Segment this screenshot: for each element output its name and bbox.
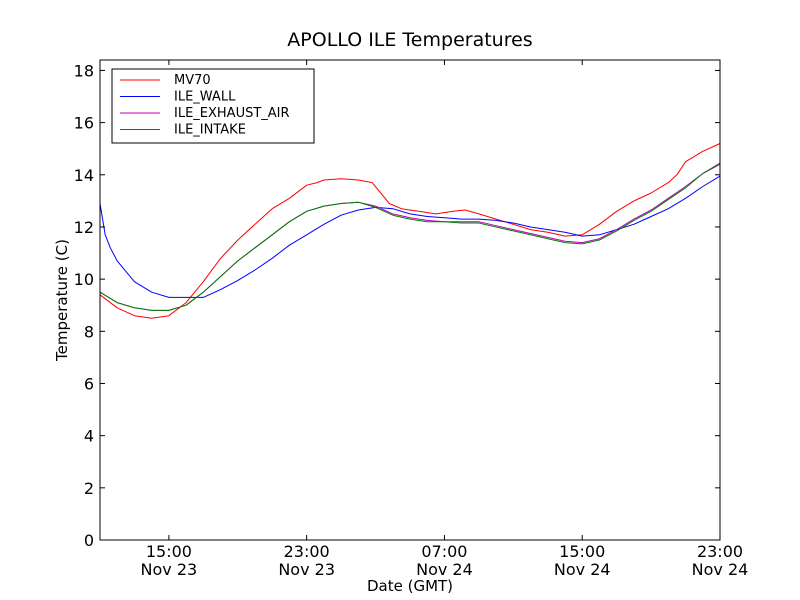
legend-label: ILE_EXHAUST_AIR bbox=[174, 106, 290, 121]
legend-label: MV70 bbox=[174, 73, 211, 88]
y-tick-label: 16 bbox=[74, 114, 94, 133]
x-tick-label-date: Nov 24 bbox=[692, 560, 749, 579]
y-tick-label: 0 bbox=[84, 531, 94, 550]
legend-box bbox=[111, 68, 315, 144]
x-tick-label-time: 23:00 bbox=[697, 542, 743, 561]
series-layer bbox=[99, 143, 721, 319]
series-line-ile-intake bbox=[99, 162, 721, 311]
x-tick-label-time: 15:00 bbox=[146, 542, 192, 561]
legend-label: ILE_INTAKE bbox=[174, 123, 246, 138]
x-tick-label-date: Nov 23 bbox=[278, 560, 335, 579]
x-tick-label-date: Nov 24 bbox=[416, 560, 473, 579]
y-tick-label: 6 bbox=[84, 374, 94, 393]
y-tick-label: 12 bbox=[74, 218, 94, 237]
chart-title: APOLLO ILE Temperatures bbox=[287, 29, 532, 51]
y-tick-label: 2 bbox=[84, 479, 94, 498]
y-axis-label: Temperature (C) bbox=[53, 239, 71, 362]
x-tick-label-time: 23:00 bbox=[284, 542, 330, 561]
y-tick-label: 8 bbox=[84, 322, 94, 341]
series-line-ile-wall bbox=[99, 175, 721, 298]
y-tick-label: 4 bbox=[84, 427, 94, 446]
y-tick-label: 10 bbox=[74, 270, 94, 289]
legend-label: ILE_WALL bbox=[174, 90, 236, 105]
x-tick-label-time: 15:00 bbox=[559, 542, 605, 561]
x-axis-label: Date (GMT) bbox=[367, 577, 453, 595]
x-tick-label-time: 07:00 bbox=[421, 542, 467, 561]
x-tick-label-date: Nov 24 bbox=[554, 560, 611, 579]
series-line-mv70 bbox=[99, 143, 721, 319]
plot-frame bbox=[99, 59, 721, 541]
x-tick-label-date: Nov 23 bbox=[141, 560, 198, 579]
y-tick-label: 18 bbox=[74, 61, 94, 80]
y-tick-label: 14 bbox=[74, 166, 94, 185]
